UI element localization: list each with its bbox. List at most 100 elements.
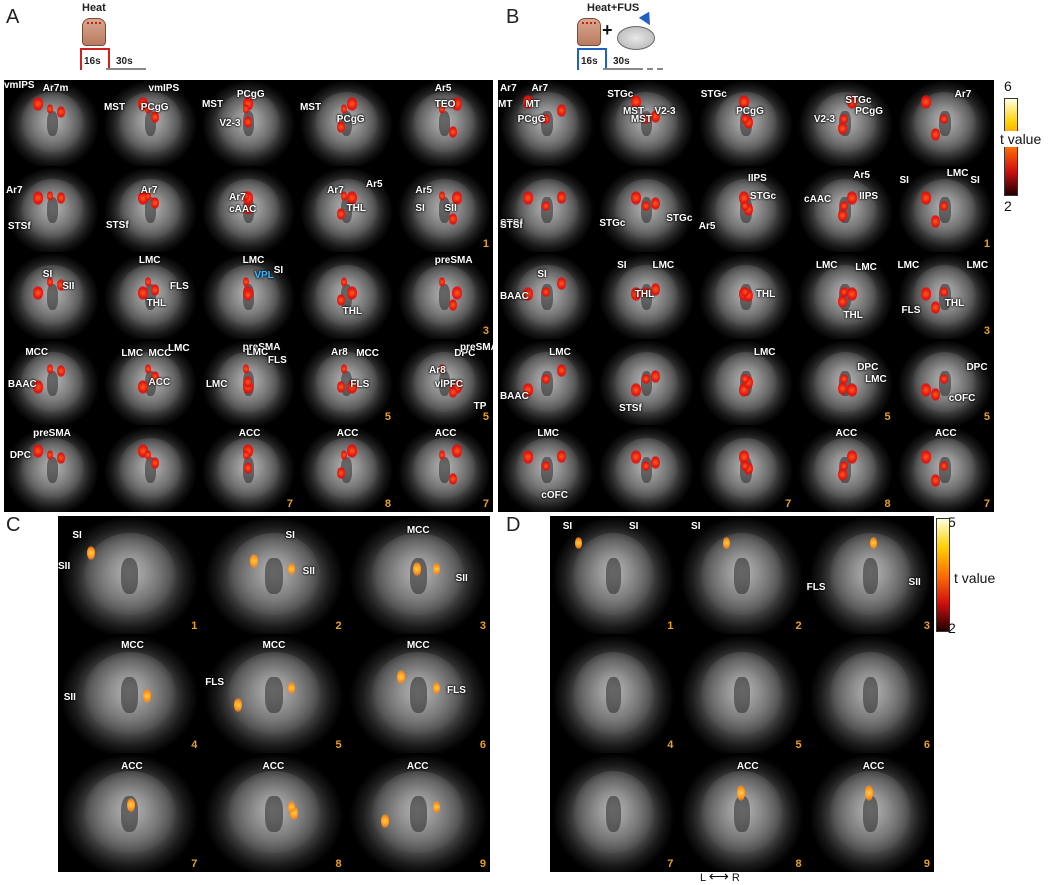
region-label: SI (691, 520, 701, 532)
activation-blob (630, 287, 641, 302)
activation-blob (931, 127, 941, 141)
activation-blob (347, 191, 358, 206)
region-label: LMC (138, 254, 161, 266)
region-label: FLS (806, 582, 826, 594)
activation-blob (522, 449, 533, 464)
slice-number: 6 (479, 739, 486, 751)
region-label: Ar7 (5, 185, 23, 197)
activation-blob (150, 197, 159, 210)
region-label: LMC (652, 260, 675, 272)
region-label: MCC (406, 525, 430, 537)
region-label: Ar7 (327, 185, 344, 197)
region-label: MCC (356, 348, 379, 360)
region-label: DPC (966, 362, 988, 374)
region-label: THL (146, 297, 167, 309)
activation-blob (381, 814, 390, 829)
region-label: PCgG (736, 105, 764, 117)
slice-number: 7 (667, 858, 674, 870)
activation-blob (939, 200, 948, 211)
activation-blob (452, 285, 463, 300)
activation-blob (33, 97, 44, 112)
region-label: Ar7 (140, 185, 158, 197)
activation-blob (741, 114, 750, 125)
activation-blob (744, 115, 754, 129)
region-label: SII (63, 691, 76, 703)
activation-blob (931, 301, 941, 315)
slice-number: 5 (384, 411, 391, 424)
activation-blob (340, 103, 347, 114)
activation-blob (939, 374, 948, 385)
region-label: ACC (934, 428, 957, 440)
brain-slice: MST PCgG (298, 80, 395, 166)
region-label: THL (944, 297, 965, 309)
region-label: V2-3 (654, 105, 676, 117)
slice-number: 7 (785, 497, 792, 510)
activation-blob (641, 374, 650, 385)
region-label: FLS (169, 280, 189, 292)
slice-number: 5 (884, 411, 891, 424)
activation-blob (33, 444, 44, 459)
brain-slice: THL (298, 253, 395, 339)
orientation-indicator: L ⟷ R (700, 868, 740, 885)
activation-blob (336, 380, 345, 393)
region-label: preSMA (242, 341, 281, 353)
activation-blob (650, 196, 660, 210)
activation-blob (57, 192, 66, 205)
activation-blob (542, 114, 551, 125)
region-label: cAAC (804, 193, 832, 205)
region-label: MCC (121, 639, 144, 651)
region-label: LMC (205, 379, 228, 391)
activation-blob (340, 363, 347, 374)
activation-blob (840, 460, 849, 471)
activation-blob (931, 214, 941, 228)
region-label: STGc (666, 212, 693, 224)
hand-icon (82, 18, 106, 46)
activation-blob (931, 474, 941, 488)
activation-blob (46, 190, 53, 201)
brain-slice: 3 preSMA (396, 253, 493, 339)
off-duration-b: 30s (613, 56, 630, 67)
region-label: DPC (9, 450, 31, 462)
activation-blob (630, 191, 641, 206)
region-label: LMC (966, 260, 989, 272)
region-label: LMC (815, 260, 838, 272)
region-label: vmIPS (4, 80, 35, 91)
brain-slice: LMC (696, 339, 796, 426)
region-label: V2-3 (813, 114, 836, 126)
activation-blob (46, 103, 53, 114)
region-label: MT (498, 98, 513, 110)
slice-number: 1 (191, 620, 198, 632)
brain-slice: preSMA DPC (4, 426, 101, 512)
activation-blob (939, 287, 948, 298)
activation-blob (452, 444, 463, 459)
region-label: FLS (446, 684, 466, 696)
region-label: Ar8 (330, 346, 348, 358)
slice-number: 8 (335, 858, 342, 870)
activation-blob (840, 200, 849, 211)
activation-blob (137, 191, 148, 206)
slice-number: 6 (923, 739, 930, 751)
activation-blob (57, 105, 66, 118)
activation-blob (939, 460, 948, 471)
region-label: STSf (105, 219, 129, 231)
activation-blob (840, 374, 849, 385)
activation-blob (837, 381, 847, 395)
brain-slice: 7 (696, 426, 796, 512)
region-label: SII (58, 560, 71, 572)
activation-blob (137, 97, 148, 112)
slice-number: 9 (479, 858, 486, 870)
region-label: THL (342, 306, 363, 318)
brain-slice: 3 LMC LMC FLS THL (895, 253, 994, 339)
region-label: LMC (167, 343, 190, 355)
slice-number: 7 (983, 497, 990, 510)
activation-blob (630, 383, 641, 398)
region-label: SI (285, 530, 295, 542)
activation-blob (744, 202, 754, 216)
slice-number: 3 (923, 620, 930, 632)
activation-blob (847, 191, 858, 206)
region-label: SI (415, 202, 425, 214)
activation-blob (931, 387, 941, 401)
slice-number: 3 (479, 620, 486, 632)
paradigm-diagram-a: Heat 16s 30s (70, 0, 160, 80)
activation-blob (347, 380, 358, 395)
